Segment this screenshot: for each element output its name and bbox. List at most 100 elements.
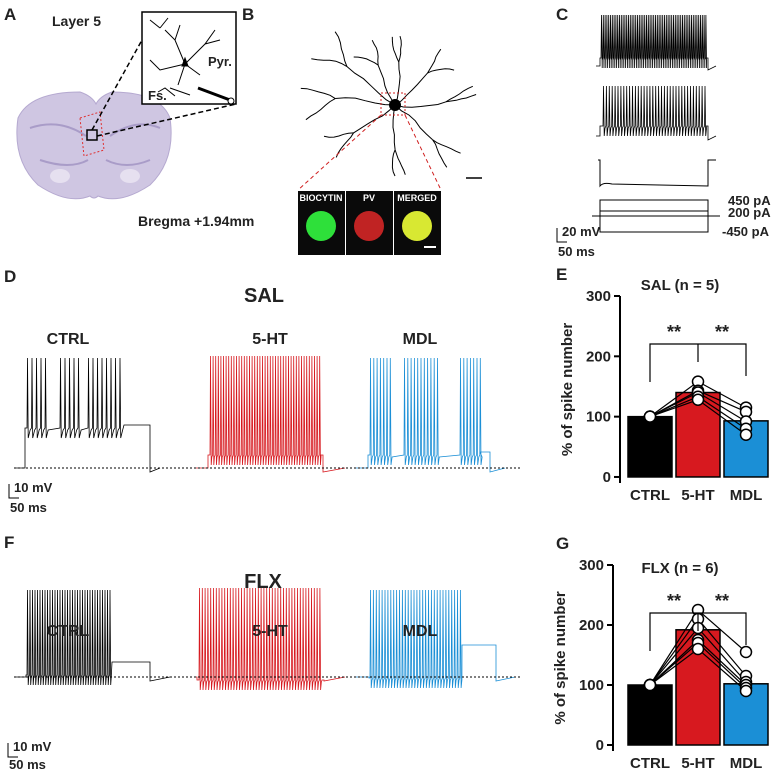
scale-label: 50 ms (9, 757, 46, 771)
dendrite (392, 104, 396, 150)
bar (627, 684, 673, 746)
y-axis-label: % of spike number (552, 591, 569, 725)
trace (355, 589, 516, 689)
dendrite (346, 66, 396, 106)
y-tick-label: 100 (586, 409, 611, 426)
inset-box (141, 11, 237, 105)
bar (627, 415, 673, 478)
dendrite (305, 98, 336, 121)
dendrite (335, 132, 354, 158)
trace (14, 589, 171, 686)
dendrite (432, 139, 461, 154)
dendrite (394, 149, 406, 175)
dendrite (391, 149, 396, 177)
panel-label: C (556, 5, 568, 24)
trace (14, 357, 161, 473)
dendrite (334, 31, 348, 67)
trace (195, 587, 346, 691)
condition-label: 5-HT (252, 623, 288, 640)
y-tick-label: 0 (603, 469, 611, 486)
significance-bracket (649, 612, 747, 651)
image-label: MERGED (397, 193, 437, 203)
condition-label: CTRL (47, 623, 90, 640)
dendrite (394, 61, 401, 106)
trace (596, 85, 717, 141)
subject-point (739, 645, 753, 659)
fluorescence-images (298, 191, 441, 255)
panel-label: E (556, 265, 567, 284)
subject-point (739, 684, 753, 698)
x-tick-label: CTRL (630, 487, 670, 504)
chart-title: SAL (n = 5) (641, 277, 720, 294)
y-tick-label: 300 (579, 557, 604, 574)
inset-neurons (149, 17, 235, 105)
panel-label: A (4, 5, 16, 24)
trace (355, 357, 506, 473)
panel-label: B (242, 5, 254, 24)
panel-label: D (4, 267, 16, 286)
zoom-line (404, 114, 442, 191)
x-tick-label: CTRL (630, 755, 670, 771)
dendrite (432, 139, 448, 168)
dendrite (427, 48, 442, 74)
dendrite (398, 35, 402, 63)
condition-label: MDL (403, 623, 438, 640)
scale-bar (8, 484, 19, 499)
y-tick-label: 200 (586, 348, 611, 365)
condition-label: 5-HT (252, 331, 288, 348)
image-label: PV (363, 193, 375, 203)
y-tick-label: 200 (579, 617, 604, 634)
subject-point (739, 428, 753, 441)
dendrite (323, 132, 354, 138)
subject-point (643, 410, 657, 423)
current-steps (592, 199, 720, 233)
voltage-traces (14, 14, 717, 691)
dendrite (311, 58, 348, 67)
y-axis-label: % of spike number (559, 323, 576, 457)
scale-label: 50 ms (558, 244, 595, 259)
soma (389, 99, 401, 111)
x-tick-label: 5-HT (681, 487, 714, 504)
current-label: -450 pA (722, 224, 770, 239)
y-tick-label: 100 (579, 677, 604, 694)
zoom-box (380, 92, 406, 116)
significance-mark: ** (715, 591, 729, 611)
scale-label: 20 mV (562, 224, 601, 239)
neuron-reconstruction (300, 31, 477, 177)
scale-label: 10 mV (13, 739, 52, 754)
subject-point (691, 393, 705, 407)
x-tick-label: MDL (730, 487, 763, 504)
dendrite (353, 104, 396, 134)
dendrite (427, 68, 455, 74)
condition-label: CTRL (47, 331, 90, 348)
brain-section (16, 91, 172, 200)
y-tick-label: 300 (586, 288, 611, 305)
dendrite (394, 101, 447, 108)
dendrite (394, 104, 433, 141)
scale-label: 50 ms (10, 500, 47, 515)
hyperpolarized-trace (598, 159, 716, 188)
inset-label: Pyr. (208, 54, 232, 69)
dendrite (394, 72, 428, 106)
significance-mark: ** (667, 591, 681, 611)
condition-label: MDL (403, 331, 438, 348)
dendrite (353, 56, 379, 66)
group-title: SAL (244, 285, 284, 307)
layer-title: Layer 5 (52, 13, 101, 29)
current-label: 450 pA (728, 193, 771, 208)
zoom-line (297, 114, 382, 191)
scale-label: 10 mV (14, 480, 53, 495)
caption: Bregma +1.94mm (138, 213, 254, 229)
current-label: 200 pA (728, 205, 771, 220)
dendrite (445, 85, 474, 103)
y-tick-label: 0 (596, 737, 604, 754)
subject-point (643, 678, 657, 692)
dendrite (377, 64, 396, 106)
trace (195, 355, 346, 473)
image-label: BIOCYTIN (299, 193, 342, 203)
significance-bracket (649, 343, 747, 382)
panel-label: F (4, 533, 14, 552)
dendrite (335, 97, 396, 106)
panel-label: G (556, 534, 569, 553)
